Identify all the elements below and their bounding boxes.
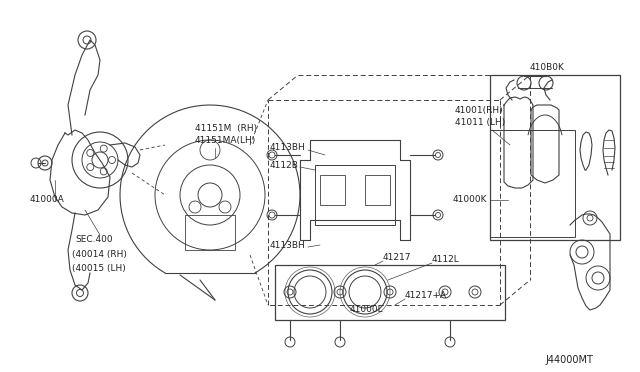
Text: (40015 (LH): (40015 (LH) [72,263,125,273]
Text: 41000A: 41000A [30,196,65,205]
Bar [275,265,505,320]
Text: 410B0K: 410B0K [530,64,565,73]
Bar [320,175,345,205]
Bar [315,165,395,225]
Text: 41151M  (RH): 41151M (RH) [195,124,257,132]
Text: 41217: 41217 [383,253,412,263]
Text: 41000L: 41000L [350,305,383,314]
Text: (40014 (RH): (40014 (RH) [72,250,127,260]
Text: 41001(RH): 41001(RH) [455,106,504,115]
Text: 4113BH: 4113BH [270,241,306,250]
Text: SEC.400: SEC.400 [75,235,113,244]
Bar [490,130,575,237]
Text: 41151MA(LH): 41151MA(LH) [195,137,256,145]
Text: 41011 (LH): 41011 (LH) [455,119,505,128]
Text: 4113BH: 4113BH [270,144,306,153]
Text: 41217+A: 41217+A [405,292,447,301]
Text: 41000K: 41000K [453,196,488,205]
Bar [365,175,390,205]
Bar [490,75,620,240]
Bar [185,215,235,250]
Text: 4112B: 4112B [270,160,299,170]
Text: 4112L: 4112L [432,256,460,264]
Text: J44000MT: J44000MT [545,355,593,365]
